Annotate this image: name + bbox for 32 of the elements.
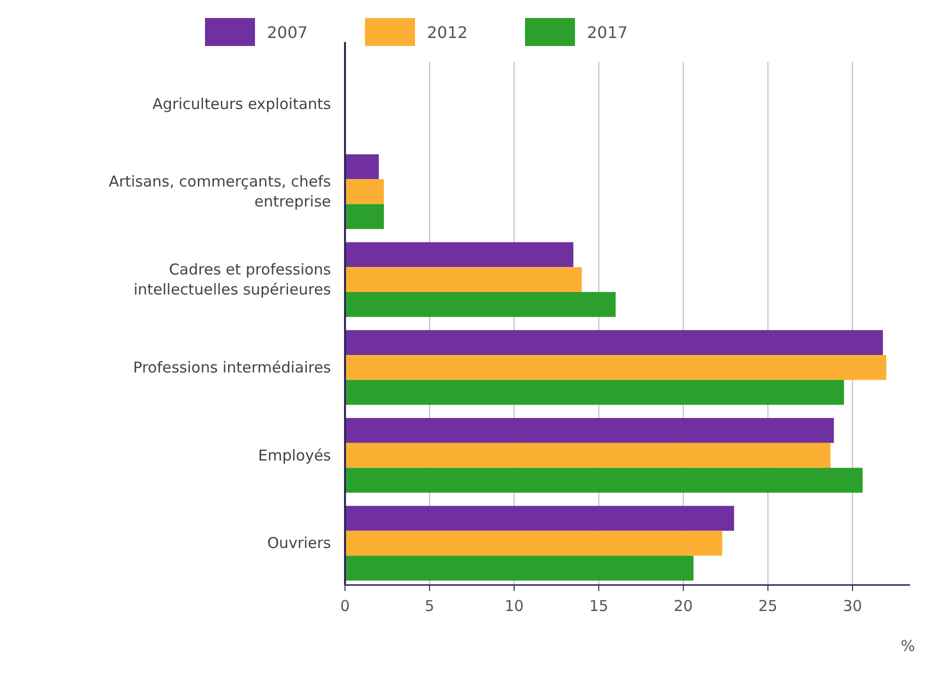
bar (345, 204, 384, 230)
bar (345, 556, 694, 581)
x-tick-label: 30 (842, 597, 862, 615)
bar (345, 354, 886, 380)
legend-label: 2017 (587, 23, 628, 42)
bar (345, 380, 844, 405)
bar (345, 154, 379, 180)
bar (345, 292, 616, 317)
x-tick-label: 0 (340, 597, 350, 615)
y-tick-label: Agriculteurs exploitants (152, 94, 332, 113)
x-tick-label: 15 (589, 597, 608, 615)
bar (345, 267, 582, 292)
x-axis-title: % (900, 637, 915, 655)
y-tick-label: Artisans, commerçants, chefs entreprise (108, 172, 332, 211)
bar (345, 418, 834, 443)
bar (345, 442, 830, 468)
y-tick-label: Employés (258, 446, 332, 464)
y-tick-label: Professions intermédiaires (133, 358, 332, 376)
bar (345, 330, 883, 355)
x-tick-label: 10 (504, 597, 524, 615)
y-tick-label: Ouvriers (267, 534, 332, 552)
bar (345, 179, 384, 204)
legend-label: 2012 (427, 23, 468, 42)
x-tick-label: 25 (758, 597, 778, 615)
bar (345, 530, 722, 556)
x-tick-label: 20 (674, 597, 693, 615)
bar (345, 242, 574, 268)
y-tick-label: Cadres et professions intellectuelles supérieures (134, 260, 332, 299)
legend-label: 2007 (267, 23, 308, 42)
bar (345, 506, 734, 531)
x-tick-label: 5 (424, 597, 434, 615)
bar (345, 468, 863, 493)
